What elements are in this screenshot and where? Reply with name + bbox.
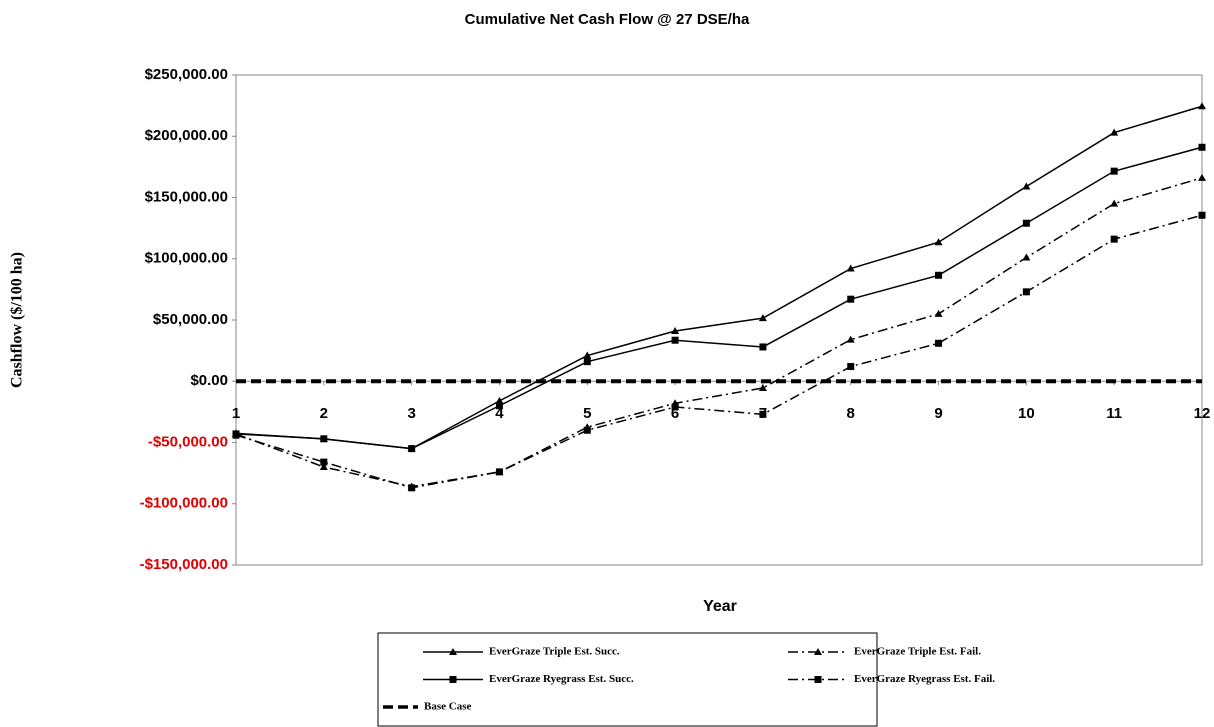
- y-tick-label: $100,000.00: [145, 250, 228, 267]
- data-point: [758, 314, 767, 322]
- series-line: [235, 214, 1203, 489]
- data-point: [759, 343, 767, 351]
- data-point: [408, 445, 416, 453]
- data-point: [583, 358, 591, 366]
- data-point: [408, 484, 416, 492]
- data-point: [583, 426, 591, 434]
- data-point: [1198, 102, 1206, 110]
- y-tick-label: $50,000.00: [153, 311, 228, 328]
- data-point: [1110, 199, 1119, 207]
- x-tick-label: 8: [847, 405, 855, 422]
- x-tick-label: 10: [1018, 405, 1035, 422]
- y-axis-label: Cashflow ($/100 ha): [9, 252, 26, 388]
- y-tick-label: -$100,000.00: [140, 495, 228, 512]
- data-point: [1022, 288, 1030, 296]
- data-point: [935, 271, 943, 279]
- data-point: [671, 403, 679, 411]
- data-point: [846, 264, 855, 272]
- legend-marker: [449, 676, 457, 683]
- data-point: [1110, 167, 1118, 175]
- x-tick-label: 12: [1194, 405, 1211, 422]
- x-tick-label: 11: [1106, 405, 1122, 422]
- series-line: [235, 105, 1203, 450]
- legend-marker: [814, 648, 822, 655]
- data-point: [759, 410, 767, 418]
- data-point: [232, 431, 240, 439]
- x-tick-label: 5: [583, 405, 591, 422]
- x-tick-label: 3: [407, 405, 415, 422]
- data-point: [320, 435, 328, 443]
- data-point: [495, 402, 503, 410]
- series-line: [235, 146, 1203, 450]
- data-point: [1022, 219, 1030, 227]
- data-point: [934, 238, 943, 246]
- legend-label: EverGraze Triple Est. Fail.: [854, 646, 981, 658]
- data-point: [935, 339, 943, 347]
- x-axis-label: Year: [703, 598, 737, 615]
- data-point: [671, 336, 679, 344]
- data-point: [583, 351, 592, 359]
- legend-marker: [814, 676, 822, 683]
- legend-label: EverGraze Ryegrass Est. Fail.: [854, 673, 995, 685]
- data-point: [846, 335, 855, 343]
- data-point: [671, 327, 680, 335]
- data-point: [1022, 253, 1031, 261]
- data-point: [1198, 211, 1206, 219]
- x-tick-label: 4: [495, 405, 504, 422]
- data-point: [495, 468, 503, 476]
- data-point: [319, 463, 328, 470]
- y-tick-label: -$150,000.00: [140, 556, 228, 573]
- data-point: [1198, 173, 1206, 181]
- y-tick-label: $150,000.00: [145, 188, 228, 205]
- data-point: [1110, 235, 1118, 243]
- legend-label: EverGraze Ryegrass Est. Succ.: [489, 673, 634, 685]
- x-tick-label: 6: [671, 405, 679, 422]
- y-tick-label: $250,000.00: [145, 66, 228, 83]
- x-tick-label: 2: [320, 405, 328, 422]
- y-tick-label: -$50,000.00: [148, 433, 228, 450]
- data-point: [320, 458, 328, 466]
- data-point: [1198, 143, 1206, 151]
- data-point: [1022, 182, 1031, 190]
- series-line: [235, 177, 1203, 488]
- y-tick-label: $0.00: [190, 372, 228, 389]
- data-point: [847, 295, 855, 303]
- y-tick-label: $200,000.00: [145, 127, 228, 144]
- plot-area: [235, 74, 1203, 566]
- x-tick-label: 9: [934, 405, 942, 422]
- x-tick-label: 1: [232, 405, 240, 422]
- data-point: [847, 363, 855, 371]
- data-point: [758, 383, 767, 391]
- data-point: [934, 309, 943, 317]
- legend-label: Base Case: [424, 701, 471, 713]
- data-point: [495, 396, 504, 404]
- legend-label: EverGraze Triple Est. Succ.: [489, 646, 620, 658]
- legend-marker: [449, 648, 457, 655]
- chart-title: Cumulative Net Cash Flow @ 27 DSE/ha: [465, 11, 750, 28]
- data-point: [1110, 128, 1119, 136]
